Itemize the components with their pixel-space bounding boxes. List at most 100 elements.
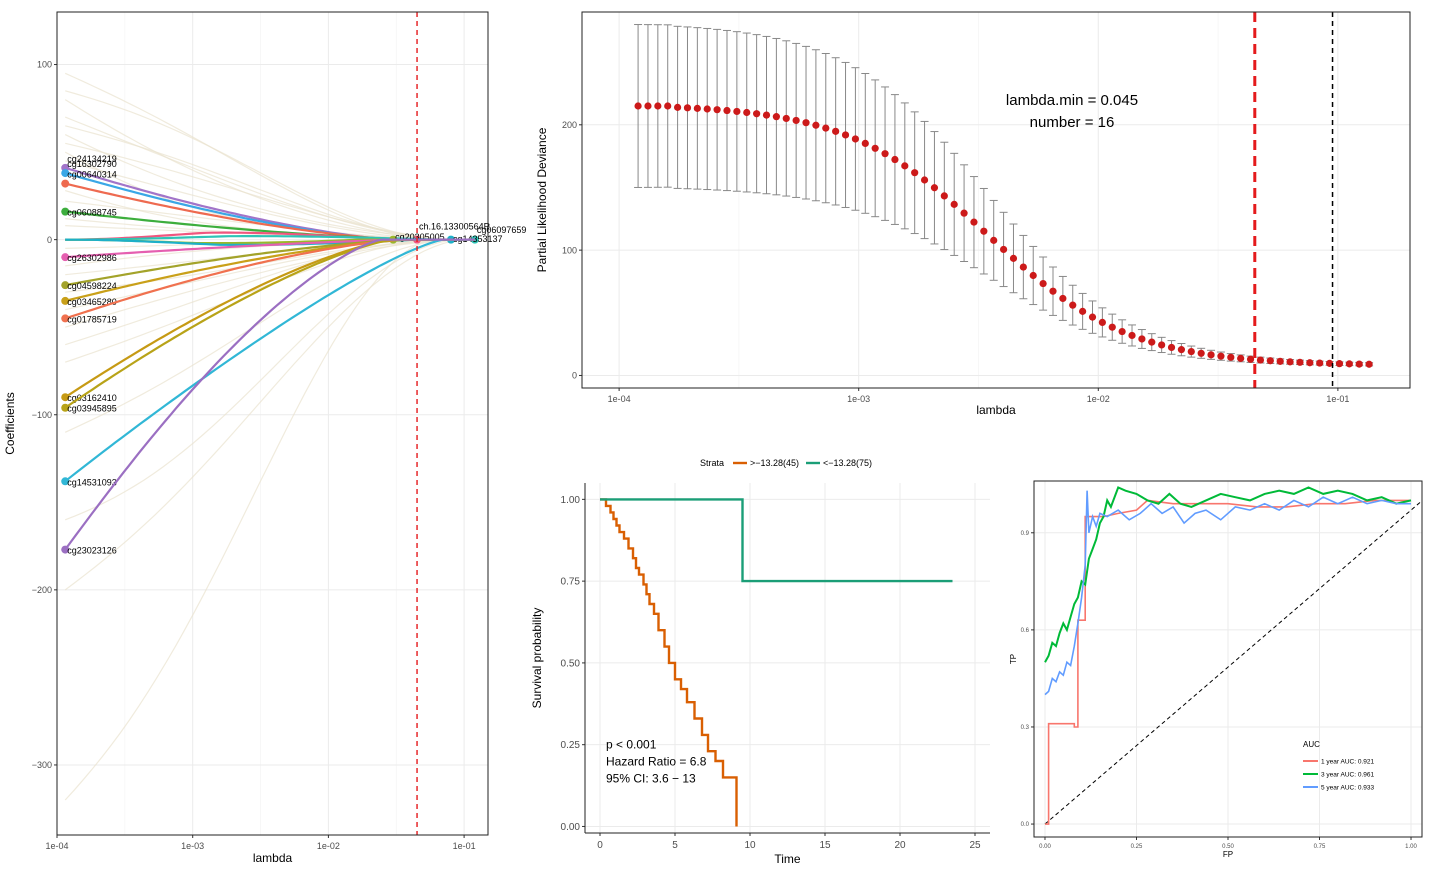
cv-point bbox=[1365, 360, 1373, 368]
coef-label-ch.16.13300564R: ch.16.13300564R bbox=[419, 222, 491, 232]
coef-x-tick-label: 1e-01 bbox=[453, 841, 476, 851]
cv-point bbox=[654, 102, 662, 110]
coef-label-cg14531093: cg14531093 bbox=[67, 477, 117, 487]
coef-label-cg16302790: cg16302790 bbox=[67, 159, 117, 169]
km-x-tick-label: 0 bbox=[597, 840, 603, 851]
cv-panel-border bbox=[581, 11, 1411, 389]
cv-point bbox=[713, 106, 721, 114]
cv-point bbox=[772, 113, 780, 121]
cv-point bbox=[911, 169, 919, 177]
cv-point bbox=[841, 131, 850, 139]
cv-point bbox=[1118, 327, 1126, 336]
cv-point bbox=[1039, 279, 1047, 288]
km-y-axis-title: Survival probability bbox=[530, 608, 544, 709]
cv-point bbox=[1217, 352, 1225, 360]
cv-point bbox=[871, 144, 879, 152]
coef-background-path bbox=[65, 160, 444, 241]
cv-point bbox=[733, 107, 741, 116]
cv-point bbox=[802, 119, 810, 127]
km-y-tick-label: 0.50 bbox=[561, 658, 581, 669]
coef-y-tick-label: −300 bbox=[32, 760, 52, 770]
coef-point-cg03945895 bbox=[61, 403, 70, 412]
cv-point bbox=[1167, 343, 1176, 352]
cv-point bbox=[743, 108, 751, 117]
cv-point bbox=[1207, 351, 1215, 359]
cv-point bbox=[1029, 271, 1037, 280]
km-curve-high bbox=[600, 498, 738, 827]
roc-x-tick-label: 0.25 bbox=[1131, 844, 1143, 850]
roc-x-axis-title: FP bbox=[1223, 850, 1233, 859]
cv-point bbox=[1108, 323, 1116, 331]
coef-point-cg03162410 bbox=[61, 393, 70, 402]
cv-point bbox=[762, 111, 771, 119]
coef-path-cg14531093 bbox=[64, 238, 475, 483]
cv-point bbox=[990, 236, 998, 244]
coef-label-cg06097659: cg06097659 bbox=[477, 225, 527, 235]
cv-point bbox=[891, 155, 899, 164]
coef-label-cg20305005: cg20305005 bbox=[395, 232, 445, 242]
coef-panel-border bbox=[56, 11, 489, 836]
roc-y-axis-title: TP bbox=[1009, 654, 1018, 664]
roc-panel: 0.00 0.25 0.50 0.75 1.00 0.0 0.3 0.6 0.9 FP TP bbox=[1009, 480, 1423, 859]
coef-label-cg01785719: cg01785719 bbox=[67, 314, 117, 324]
cv-point bbox=[901, 162, 909, 170]
cv-annotation-lambda: lambda.min = 0.045 bbox=[1006, 92, 1138, 109]
coef-x-axis-title: lambda bbox=[253, 851, 293, 865]
coef-plot-background bbox=[57, 12, 488, 835]
cv-point bbox=[1286, 358, 1294, 366]
cv-x-axis-title: lambda bbox=[976, 403, 1016, 417]
coef-label-cg03465280: cg03465280 bbox=[67, 297, 117, 307]
coef-y-tick-label: 100 bbox=[37, 60, 52, 70]
coef-y-tick-label: 0 bbox=[47, 235, 52, 245]
cv-point bbox=[940, 192, 948, 200]
km-y-tick-label: 0.25 bbox=[561, 740, 581, 751]
cv-x-tick-label: 1e-03 bbox=[847, 394, 870, 404]
coef-background-path bbox=[65, 90, 444, 241]
coef-point-cg14531093 bbox=[61, 477, 70, 486]
cv-point bbox=[1158, 341, 1166, 349]
roc-y-tick-label: 0.3 bbox=[1021, 725, 1030, 731]
cv-point bbox=[980, 227, 988, 235]
coef-point-cg26302986 bbox=[61, 253, 70, 262]
coef-background-path bbox=[65, 239, 458, 311]
cv-point bbox=[1355, 360, 1363, 368]
cv-point bbox=[851, 135, 860, 143]
cv-point bbox=[832, 127, 840, 135]
coef-point-cg23023126 bbox=[61, 545, 70, 554]
coef-background-path bbox=[64, 134, 458, 241]
coef-label-cg03945895: cg03945895 bbox=[67, 404, 117, 414]
cv-point bbox=[753, 110, 761, 118]
roc-panel-border bbox=[1033, 480, 1423, 838]
roc-curve-3 bbox=[1044, 490, 1411, 696]
cv-point bbox=[683, 104, 692, 112]
cv-point bbox=[1227, 353, 1235, 361]
coef-label-cg23023126: cg23023126 bbox=[67, 546, 117, 556]
coef-y-tick-label: −100 bbox=[32, 410, 52, 420]
km-y-tick-label: 0.75 bbox=[561, 577, 581, 588]
cv-point bbox=[861, 139, 869, 148]
cv-x-tick-label: 1e-04 bbox=[608, 394, 631, 404]
coef-background-path bbox=[65, 239, 444, 363]
km-y-tick-label: 0.00 bbox=[561, 822, 581, 833]
roc-x-tick-label: 1.00 bbox=[1405, 844, 1417, 850]
coef-label-cg00640314: cg00640314 bbox=[67, 170, 117, 180]
coef-path-cg04598224 bbox=[64, 238, 475, 287]
km-plot-background bbox=[585, 483, 990, 833]
km-x-tick-label: 25 bbox=[969, 840, 981, 851]
coef-y-axis-title: Coefficients bbox=[3, 392, 17, 454]
cv-x-tick-label: 1e-01 bbox=[1326, 394, 1349, 404]
coef-path-cg01785719 bbox=[64, 238, 475, 320]
cv-panel: 1e-04 1e-03 1e-02 1e-01 0 100 200 lambda Partial… bbox=[535, 11, 1411, 417]
cv-point bbox=[960, 209, 968, 217]
roc-x-tick-label: 0.75 bbox=[1314, 844, 1326, 850]
km-x-tick-label: 10 bbox=[744, 840, 756, 851]
coef-path-cg03945895 bbox=[64, 238, 475, 409]
coef-panel: 1e-04 1e-03 1e-02 1e-01 100 0 −100 −200 −300 lamb… bbox=[3, 11, 527, 865]
roc-curve-1 bbox=[1045, 499, 1411, 825]
cv-point bbox=[782, 114, 790, 123]
cv-point bbox=[999, 245, 1008, 254]
cv-point bbox=[881, 150, 889, 158]
cv-point bbox=[1325, 359, 1334, 367]
km-annotation: 95% CI: 3.6 − 13 bbox=[606, 772, 696, 786]
cv-point bbox=[1197, 349, 1205, 357]
